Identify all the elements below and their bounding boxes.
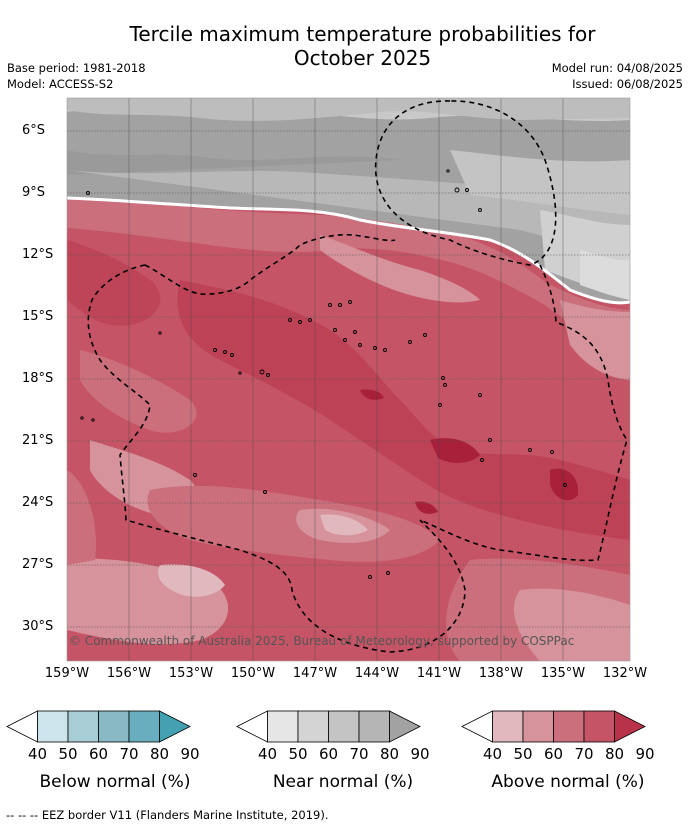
colorbar-label-below: Below normal (%) [39,772,191,792]
lon-label-156w: 156°W [106,666,152,681]
map-field [67,98,630,661]
colorbar-arrow-high [389,710,421,743]
colorbar-swatch [328,710,360,743]
map-frame [66,97,631,662]
meta-left: Base period: 1981-2018 Model: ACCESS-S2 [7,60,146,92]
colorbar-tick-label: 90 [180,745,200,763]
lon-label-141w: 141°W [416,666,462,681]
colorbar-swatch [267,710,299,743]
colorbar-tick-label: 80 [604,745,625,763]
base-period: Base period: 1981-2018 [7,61,146,75]
islands [80,169,567,579]
colorbar-tick-label: 50 [288,745,308,763]
colorbar-swatch [67,710,99,743]
map-title: Tercile maximum temperature probabilitie… [0,22,690,70]
colorbar-swatch [553,710,585,743]
colorbar-swatch [492,710,524,743]
colorbar-swatch [98,710,130,743]
colorbar-tick-label: 90 [410,745,430,763]
colorbar-tick-label: 80 [379,745,400,763]
lon-label-135w: 135°W [540,666,586,681]
eez-footer-note: -- -- -- EEZ border V11 (Flanders Marine… [6,808,329,822]
colorbar-tick-label: 60 [543,745,564,763]
colorbar-tick-label: 70 [349,745,369,763]
colorbar-swatch [358,710,390,743]
colorbar-swatch [128,710,160,743]
lon-label-132w: 132°W [602,666,648,681]
colorbar-tick-label: 50 [58,745,78,763]
colorbar-tick-label: 90 [635,745,655,763]
colorbar-swatch [522,710,554,743]
lat-label-27s: 27°S [22,557,54,572]
colorbar-below-normal [6,710,191,743]
colorbar-label-near: Near normal (%) [272,772,414,792]
copyright-credit: © Commonwealth of Australia 2025, Bureau… [69,634,575,648]
lat-label-30s: 30°S [22,619,54,634]
title-line-1: Tercile maximum temperature probabilitie… [129,22,596,46]
graticule [67,130,630,628]
lat-label-21s: 21°S [22,433,54,448]
lat-label-12s: 12°S [22,247,54,262]
lat-label-18s: 18°S [22,371,54,386]
colorbar-tick-label: 60 [318,745,339,763]
lon-label-138w: 138°W [478,666,524,681]
eez-borders [87,100,628,653]
colorbar-arrow-high [614,710,646,743]
colorbar-above-normal [461,710,646,743]
lon-label-153w: 153°W [168,666,214,681]
title-line-2: October 2025 [293,46,432,70]
lat-label-24s: 24°S [22,495,54,510]
lat-label-6s: 6°S [22,123,46,138]
lon-label-147w: 147°W [292,666,338,681]
lat-label-15s: 15°S [22,309,54,324]
meta-right: Model run: 04/08/2025 Issued: 06/08/2025 [552,60,683,92]
colorbar-swatch [583,710,615,743]
colorbar-arrow-high [159,710,191,743]
colorbar-arrow-low [6,710,38,743]
colorbar-swatch [37,710,69,743]
colorbar-tick-label: 70 [574,745,594,763]
colorbar-tick-label: 70 [119,745,139,763]
model-name: Model: ACCESS-S2 [7,77,114,91]
colorbar-near-normal [236,710,421,743]
colorbar-arrow-low [236,710,268,743]
model-run: Model run: 04/08/2025 [551,61,683,75]
lon-label-144w: 144°W [354,666,400,681]
issued-date: Issued: 06/08/2025 [572,77,683,91]
colorbar-tick-label: 40 [27,745,48,763]
colorbar-tick-label: 40 [257,745,278,763]
lat-label-9s: 9°S [22,185,46,200]
lon-label-150w: 150°W [230,666,276,681]
colorbar-swatch [297,710,329,743]
colorbar-label-above: Above normal (%) [491,772,645,792]
colorbar-tick-label: 80 [149,745,170,763]
colorbar-tick-label: 50 [513,745,533,763]
lon-label-159w: 159°W [44,666,90,681]
colorbar-tick-label: 40 [482,745,503,763]
colorbar-arrow-low [461,710,493,743]
colorbar-tick-label: 60 [88,745,109,763]
